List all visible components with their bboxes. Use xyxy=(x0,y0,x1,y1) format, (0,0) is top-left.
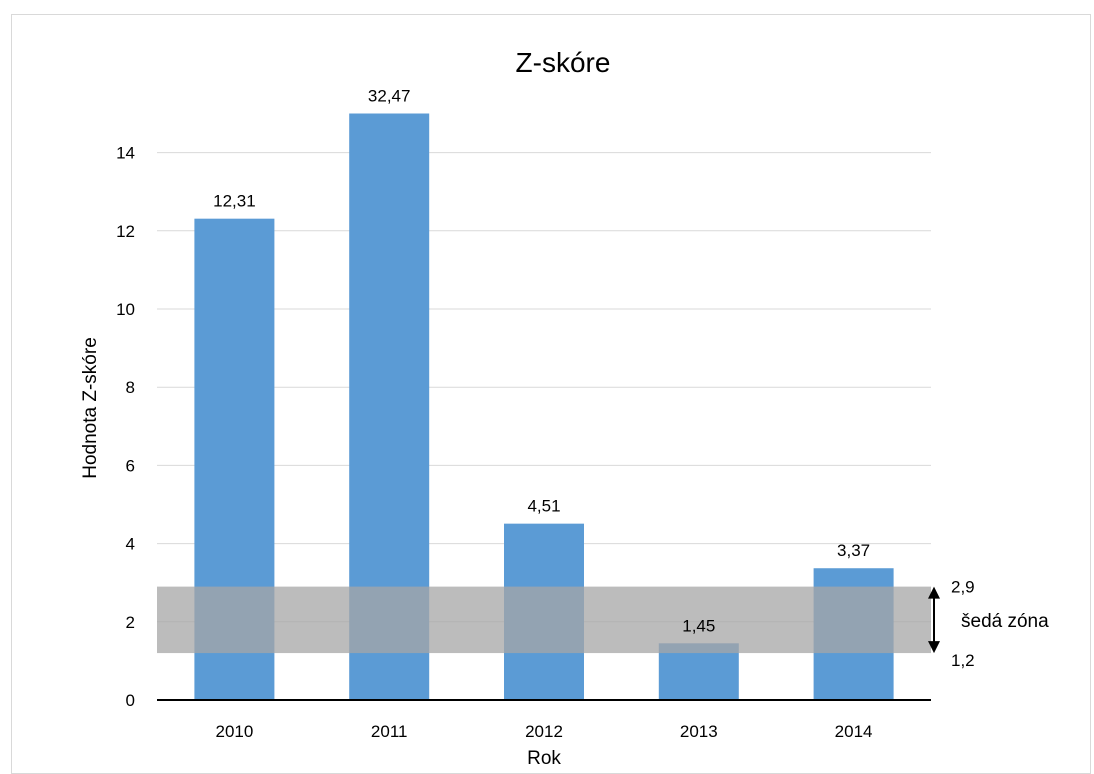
grey-zone-high-label: 2,9 xyxy=(951,578,975,597)
data-labels: 12,31 32,47 4,51 1,45 3,37 xyxy=(213,87,870,636)
x-tick-label: 2011 xyxy=(371,722,408,741)
y-axis-title: Hodnota Z-skóre xyxy=(80,337,101,479)
y-tick-label: 4 xyxy=(126,535,135,554)
x-tick-labels: 2010 2011 2012 2013 2014 xyxy=(215,722,872,741)
data-label: 4,51 xyxy=(527,497,560,516)
chart-title: Z-skóre xyxy=(516,47,611,78)
x-tick-label: 2010 xyxy=(215,722,253,741)
y-tick-label: 10 xyxy=(116,300,135,319)
grey-zone-band xyxy=(157,586,931,654)
grey-zone-low-label: 1,2 xyxy=(951,651,975,670)
grey-zone-label: šedá zóna xyxy=(961,611,1049,632)
x-tick-label: 2014 xyxy=(835,722,873,741)
y-tick-label: 2 xyxy=(126,613,135,632)
arrow-up-icon xyxy=(928,586,940,599)
y-tick-label: 8 xyxy=(126,378,135,397)
y-tick-label: 6 xyxy=(126,456,135,475)
data-label: 3,37 xyxy=(837,541,870,560)
x-tick-label: 2013 xyxy=(680,722,718,741)
arrow-down-icon xyxy=(928,641,940,654)
grey-zone: 2,9 šedá zóna 1,2 xyxy=(157,578,1049,670)
data-label: 32,47 xyxy=(368,87,411,106)
y-tick-label: 12 xyxy=(116,222,135,241)
y-tick-labels: 0 2 4 6 8 10 12 14 xyxy=(116,144,135,710)
x-tick-label: 2012 xyxy=(525,722,563,741)
data-label: 1,45 xyxy=(682,616,715,635)
x-axis-title: Rok xyxy=(527,748,561,769)
y-tick-label: 14 xyxy=(116,144,135,163)
data-label: 12,31 xyxy=(213,192,256,211)
y-tick-label: 0 xyxy=(126,691,135,710)
